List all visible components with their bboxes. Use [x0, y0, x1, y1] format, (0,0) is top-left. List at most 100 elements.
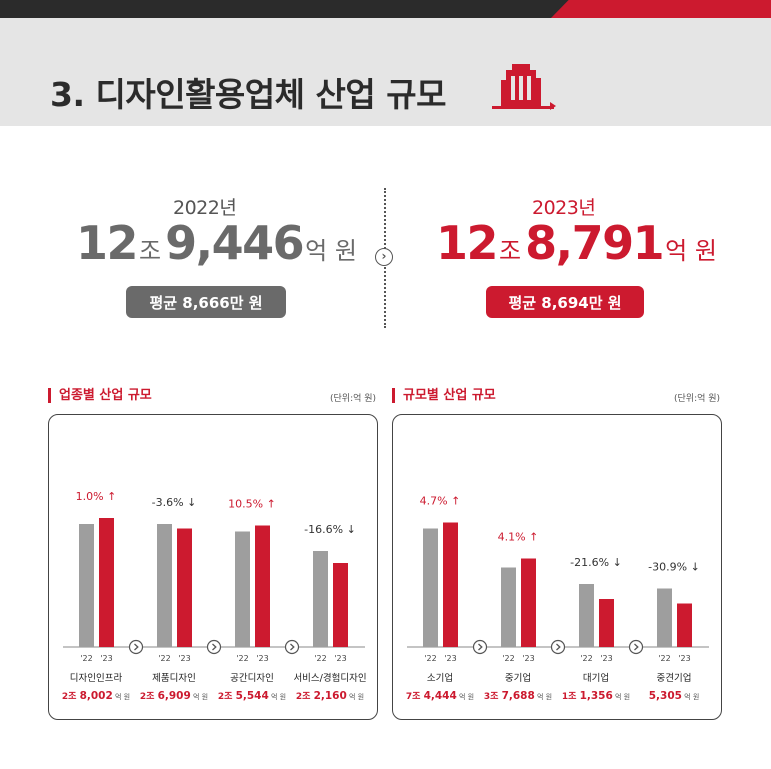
amount-2023: 12조8,791억 원 [436, 216, 721, 270]
panel-industry: 1.0% ↑ '22 '23 디자인인프라 2조 8,002 억 원 -3.6% ↓ '22… [48, 414, 378, 720]
chevron-right-icon [472, 639, 488, 655]
bar-prev-2 [579, 584, 594, 647]
bar-prev-2 [235, 531, 250, 647]
value-label-unit: 억 원 [347, 692, 364, 701]
chevron-right-icon [550, 639, 566, 655]
chevron-right-glyph [134, 643, 139, 651]
value-label-amount: 8,002 [80, 690, 113, 702]
industry-chart: 1.0% ↑ '22 '23 디자인인프라 2조 8,002 억 원 -3.6% ↓ '22… [62, 490, 367, 702]
bar-prev-0 [423, 528, 438, 647]
bar-curr-1 [521, 558, 536, 647]
value-label-unit: 억 원 [613, 692, 630, 701]
value-label-amount: 4,444 [424, 690, 457, 702]
change-label-1: -3.6% ↓ [152, 496, 197, 509]
section-title: 3. 디자인활용업체 산업 규모 [50, 75, 446, 114]
avg-badge-2023: 평균 8,694만 원 [486, 286, 644, 318]
chevron-right-icon [628, 639, 644, 655]
tick-prev-2: '22 [236, 654, 248, 663]
value-label-amount: 5,544 [236, 690, 269, 702]
tick-prev-2: '22 [580, 654, 592, 663]
category-label-2: 대기업 [583, 672, 609, 684]
value-label-2: 1조 1,356 억 원 [562, 690, 630, 702]
panel-unit-industry: (단위:억 원) [330, 394, 377, 404]
chevron-right-glyph [212, 643, 217, 651]
bar-curr-0 [443, 522, 458, 647]
bar-prev-3 [657, 588, 672, 647]
bar-prev-0 [79, 524, 94, 647]
tick-prev-3: '22 [658, 654, 670, 663]
bar-curr-1 [177, 528, 192, 647]
change-label-2: -21.6% ↓ [570, 556, 622, 569]
chevron-right-glyph [556, 643, 561, 651]
value-label-trillion: 3조 [484, 691, 502, 702]
amount-2022-trillion-unit: 조 [139, 237, 162, 265]
bar-prev-1 [501, 567, 516, 647]
tick-prev-1: '22 [158, 654, 170, 663]
category-label-3: 중견기업 [657, 672, 692, 684]
value-label-0: 7조 4,444 억 원 [406, 690, 474, 702]
chevron-right-glyph [290, 643, 295, 651]
bar-curr-3 [333, 563, 348, 647]
value-label-unit: 억 원 [191, 692, 208, 701]
tick-curr-2: '23 [256, 654, 268, 663]
bar-curr-0 [99, 518, 114, 647]
change-label-2: 10.5% ↑ [228, 498, 276, 511]
chevron-right-icon [284, 639, 300, 655]
value-label-trillion: 2조 [218, 691, 236, 702]
value-label-trillion: 1조 [562, 691, 580, 702]
category-label-2: 공간디자인 [230, 673, 274, 684]
value-label-amount: 7,688 [502, 690, 535, 702]
tick-curr-1: '23 [522, 654, 534, 663]
value-label-amount: 2,160 [314, 690, 347, 702]
tick-prev-0: '22 [424, 654, 436, 663]
value-label-0: 2조 8,002 억 원 [62, 690, 130, 702]
tick-curr-1: '23 [178, 654, 190, 663]
panel-title-size: 규모별 산업 규모 [392, 388, 496, 403]
panel-unit-size: (단위:억 원) [674, 394, 721, 404]
value-label-unit: 억 원 [113, 692, 130, 701]
tick-curr-3: '23 [678, 654, 690, 663]
avg-badge-2022: 평균 8,666만 원 [126, 286, 286, 318]
tick-curr-0: '23 [100, 654, 112, 663]
change-label-0: 1.0% ↑ [76, 490, 117, 503]
value-label-trillion: 2조 [140, 691, 158, 702]
amount-2022-unit: 억 원 [305, 237, 357, 265]
amount-2023-unit: 억 원 [665, 237, 717, 265]
chevron-right-glyph [478, 643, 483, 651]
amount-2022: 12조9,446억 원 [76, 216, 361, 270]
tick-curr-2: '23 [600, 654, 612, 663]
amount-2023-trillion: 12 [436, 216, 499, 270]
value-label-amount: 1,356 [580, 690, 613, 702]
chevron-right-icon: › [375, 248, 393, 266]
category-label-0: 소기업 [427, 672, 453, 684]
value-label-1: 3조 7,688 억 원 [484, 690, 552, 702]
amount-2022-billion: 9,446 [165, 216, 305, 270]
value-label-3: 2조 2,160 억 원 [296, 690, 364, 702]
top-bar [0, 0, 771, 18]
amount-2023-trillion-unit: 조 [499, 237, 522, 265]
section-header: 3. 디자인활용업체 산업 규모 [0, 18, 771, 126]
chevron-right-glyph [634, 643, 639, 651]
value-label-unit: 억 원 [535, 692, 552, 701]
change-label-1: 4.1% ↑ [498, 531, 539, 544]
top-bar-accent [551, 0, 771, 18]
panel-title-industry: 업종별 산업 규모 [48, 388, 152, 403]
value-label-amount: 5,305 [649, 690, 682, 702]
amount-2022-trillion: 12 [76, 216, 139, 270]
building-icon [492, 64, 556, 110]
category-label-1: 중기업 [505, 672, 531, 684]
tick-prev-1: '22 [502, 654, 514, 663]
tick-prev-3: '22 [314, 654, 326, 663]
value-label-trillion: 7조 [406, 691, 424, 702]
category-label-1: 제품디자인 [152, 673, 196, 684]
category-label-0: 디자인인프라 [70, 673, 123, 684]
change-label-3: -16.6% ↓ [304, 523, 356, 536]
tick-curr-0: '23 [444, 654, 456, 663]
category-label-3: 서비스/경험디자인 [293, 672, 366, 684]
value-label-3: 5,305 억 원 [649, 690, 700, 702]
value-label-unit: 억 원 [457, 692, 474, 701]
chevron-right-icon [128, 639, 144, 655]
value-label-1: 2조 6,909 억 원 [140, 690, 208, 702]
change-label-0: 4.7% ↑ [420, 495, 461, 508]
